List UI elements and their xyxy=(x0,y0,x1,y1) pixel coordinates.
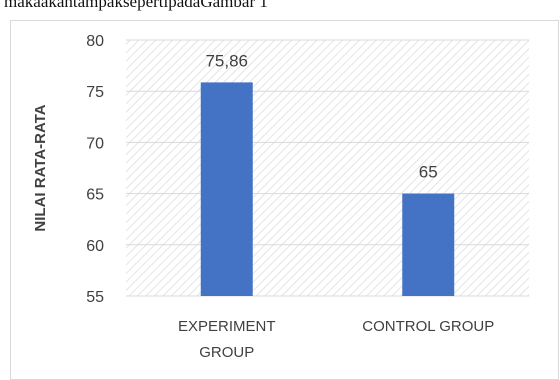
x-category-label: CONTROL GROUP xyxy=(362,318,494,335)
bar xyxy=(200,82,253,296)
x-category-label: GROUP xyxy=(199,344,254,361)
caption-fragment: makaakantampaksepertipadaGambar 1 xyxy=(4,0,268,11)
y-axis-title: NILAI RATA-RATA xyxy=(32,104,49,231)
y-tick-label: 80 xyxy=(86,33,104,50)
x-category-label: EXPERIMENT xyxy=(178,318,276,335)
data-label: 65 xyxy=(419,163,438,182)
y-axis-ticks: 55 60 65 70 75 80 xyxy=(86,33,104,306)
data-labels: 75,86 65 xyxy=(205,51,437,181)
bars xyxy=(200,82,455,296)
y-tick-label: 60 xyxy=(86,238,104,255)
x-axis-categories: EXPERIMENT GROUP CONTROL GROUP xyxy=(178,318,494,361)
gridlines xyxy=(126,39,529,297)
plot-area xyxy=(126,40,529,296)
y-tick-label: 55 xyxy=(86,289,104,306)
data-label: 75,86 xyxy=(205,51,248,70)
y-tick-label: 75 xyxy=(86,84,104,101)
bar xyxy=(402,193,455,296)
y-tick-label: 70 xyxy=(86,135,104,152)
y-tick-label: 65 xyxy=(86,187,104,204)
